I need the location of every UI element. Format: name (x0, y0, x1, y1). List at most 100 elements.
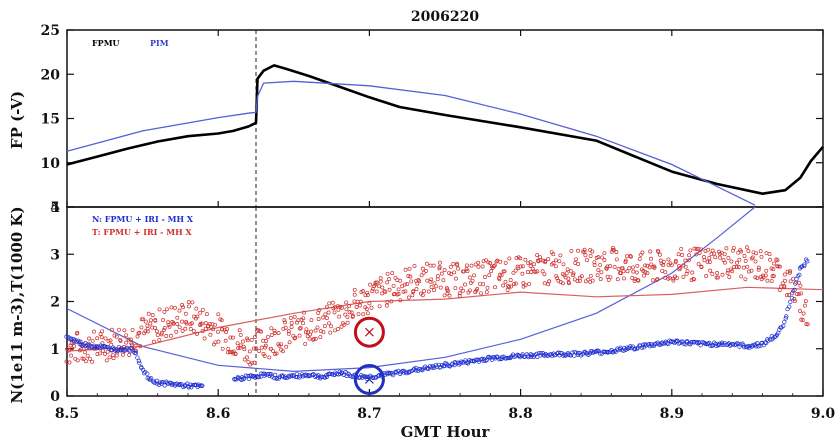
data-point (442, 268, 447, 273)
data-point (109, 342, 114, 347)
data-point (474, 288, 479, 293)
data-point (640, 250, 645, 255)
data-point (689, 278, 694, 283)
data-point (152, 380, 157, 386)
data-point (411, 289, 416, 294)
data-point (610, 245, 615, 250)
data-point (176, 382, 181, 388)
data-point (430, 365, 435, 370)
marker-t-mh (353, 316, 385, 348)
data-point (463, 282, 467, 287)
data-point (681, 274, 686, 279)
data-point (455, 261, 459, 266)
data-point (136, 358, 142, 364)
bottom-y-tick-label: 2 (50, 295, 60, 311)
data-point (514, 255, 519, 260)
data-point (90, 338, 95, 343)
data-point (804, 322, 809, 326)
series-points-n-fpmu (64, 257, 810, 390)
data-point (122, 328, 127, 333)
data-point (479, 291, 483, 296)
data-point (663, 270, 668, 275)
data-point (445, 291, 450, 296)
data-point (621, 269, 626, 274)
data-point (254, 346, 259, 351)
data-point (365, 292, 370, 297)
data-point (398, 278, 403, 283)
data-point (414, 287, 419, 292)
data-point (596, 267, 601, 272)
data-point (759, 254, 764, 259)
data-point (336, 307, 341, 312)
data-point (608, 264, 612, 269)
data-point (710, 248, 715, 253)
data-point (293, 335, 298, 340)
data-point (634, 346, 639, 352)
data-point (543, 260, 548, 265)
data-point (692, 246, 697, 251)
data-point (330, 300, 335, 305)
data-point (526, 354, 531, 360)
data-point (424, 261, 429, 266)
data-point (797, 272, 802, 278)
data-point (583, 253, 588, 258)
data-point (803, 303, 807, 308)
data-point (271, 348, 275, 353)
data-point (456, 266, 461, 271)
data-point (162, 309, 167, 314)
data-point (692, 277, 696, 282)
data-point (507, 256, 512, 261)
top-series-line-fpmu (66, 64, 824, 195)
top-plot-frame (66, 29, 824, 208)
data-point (99, 335, 104, 340)
legend-entry-fpmu: FPMU (92, 38, 120, 48)
data-point (777, 264, 782, 269)
data-point (148, 321, 153, 326)
data-point (146, 311, 151, 316)
data-point (223, 338, 228, 343)
data-point (497, 277, 502, 282)
data-point (726, 255, 731, 260)
data-point (792, 297, 797, 302)
data-point (630, 265, 635, 270)
data-point (528, 264, 533, 268)
data-point (706, 247, 711, 252)
data-point (520, 271, 525, 276)
data-point (114, 334, 119, 339)
data-point (377, 304, 382, 309)
data-point (402, 282, 407, 287)
data-point (177, 381, 182, 387)
data-point (274, 351, 279, 356)
data-point (180, 328, 185, 333)
data-point (245, 355, 249, 360)
data-point (425, 366, 430, 371)
data-point (392, 291, 397, 296)
x-tick-label: 8.7 (357, 406, 381, 422)
data-point (553, 258, 558, 263)
data-point (267, 355, 272, 360)
bottom-y-tick-label: 1 (50, 342, 60, 358)
data-point (377, 284, 382, 289)
data-point (345, 320, 350, 325)
top-y-tick-label: 10 (41, 156, 61, 172)
data-point (467, 275, 472, 280)
data-point (790, 290, 795, 296)
data-point (753, 259, 758, 264)
data-point (653, 341, 658, 346)
top-y-tick-label: 25 (41, 23, 60, 39)
data-point (627, 266, 632, 271)
data-point (161, 318, 165, 323)
data-point (101, 348, 105, 353)
data-point (233, 352, 238, 356)
data-point (716, 342, 721, 347)
data-point (686, 258, 691, 263)
data-point (283, 320, 287, 325)
data-point (396, 292, 401, 296)
data-point (707, 340, 712, 346)
x-tick-label: 8.9 (660, 406, 684, 422)
data-point (523, 283, 528, 288)
data-point (493, 285, 497, 290)
data-point (486, 260, 491, 265)
data-point (69, 336, 74, 341)
data-point (75, 358, 80, 363)
